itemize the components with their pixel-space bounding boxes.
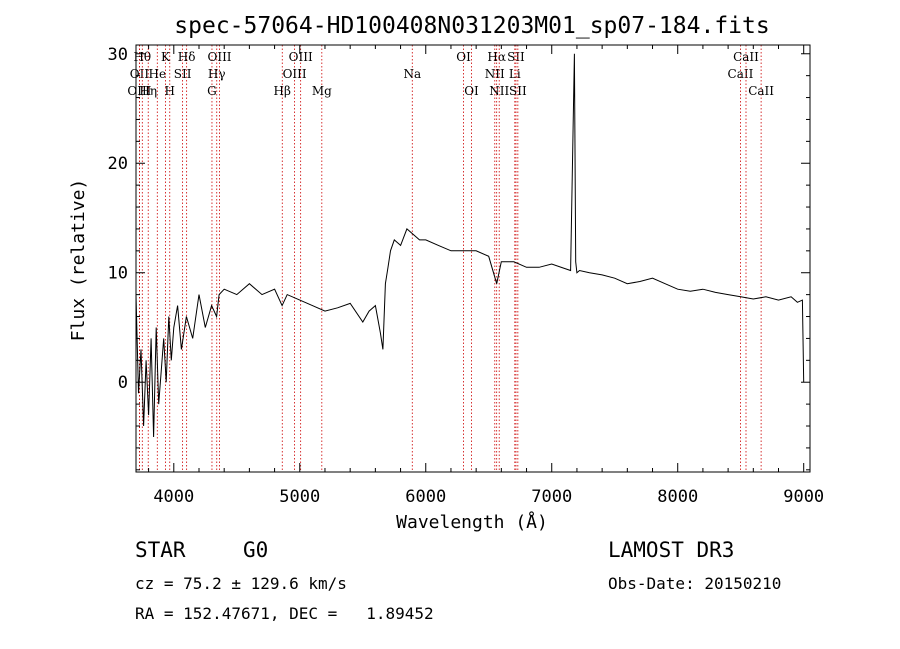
redshift-text: cz = 75.2 ± 129.6 km/s <box>135 574 347 593</box>
x-axis-label: Wavelength (Å) <box>396 511 548 533</box>
spectral-line-label-4: He <box>149 67 167 81</box>
spectral-line-label-3: Hη <box>139 84 157 98</box>
spectral-line-label-22: Li <box>509 67 521 81</box>
y-tick-label-0: 0 <box>118 373 128 393</box>
x-tick-label-6000: 6000 <box>405 487 446 507</box>
spectral-line-label-20: Hα <box>487 50 506 64</box>
x-tick-label-8000: 8000 <box>657 487 698 507</box>
y-axis-label: Flux (relative) <box>68 179 89 342</box>
x-tick-label-4000: 4000 <box>153 487 194 507</box>
x-axis-ticks: 4000 5000 6000 7000 8000 9000 <box>148 45 824 507</box>
spectral-line-label-12: Hβ <box>274 84 291 98</box>
spectrum-chart: spec-57064-HD100408N031203M01_sp07-184.f… <box>68 13 824 533</box>
flux-series-line <box>135 53 805 438</box>
spectral-line-markers: OIIOIIIHθHηHeKHSIIHδGHγOIIIHβOIIIOIIIMgN… <box>127 45 774 472</box>
y-axis-ticks: 0 10 20 30 <box>108 45 810 471</box>
spectral-line-label-10: Hγ <box>208 67 226 81</box>
spectral-line-label-11: OIII <box>207 50 231 64</box>
chart-title: spec-57064-HD100408N031203M01_sp07-184.f… <box>174 13 769 39</box>
object-class: STAR <box>135 538 186 562</box>
spectral-line-label-19: NII <box>485 67 505 81</box>
spectral-line-label-23: SII <box>507 50 525 64</box>
object-subclass: G0 <box>243 538 269 562</box>
spectral-line-label-1: OIII <box>127 84 151 98</box>
spectral-line-label-16: Na <box>403 67 421 81</box>
spectral-line-label-25: CaII <box>728 67 754 81</box>
plot-frame <box>135 44 811 473</box>
spectral-line-label-8: Hδ <box>178 50 196 64</box>
spectral-line-label-17: OI <box>456 50 471 64</box>
spectral-line-label-14: OIII <box>289 50 313 64</box>
spectral-line-label-13: OIII <box>283 67 307 81</box>
x-tick-label-5000: 5000 <box>279 487 320 507</box>
spectral-line-label-26: CaII <box>733 50 759 64</box>
spectral-line-label-7: SII <box>174 67 192 81</box>
spectral-line-label-9: G <box>207 84 217 98</box>
spectral-line-label-6: H <box>165 84 175 98</box>
spectral-line-label-5: K <box>161 50 171 64</box>
y-tick-label-30: 30 <box>108 45 128 65</box>
spectral-line-label-18: OI <box>464 84 479 98</box>
y-tick-label-20: 20 <box>108 154 128 174</box>
y-tick-label-10: 10 <box>108 264 128 284</box>
spectral-line-label-24: SII <box>509 84 527 98</box>
x-tick-label-9000: 9000 <box>783 487 824 507</box>
survey-label: LAMOST DR3 <box>608 538 735 562</box>
spectral-line-label-21: NII <box>489 84 509 98</box>
coordinates-text: RA = 152.47671, DEC = 1.89452 <box>135 604 434 623</box>
spectral-line-label-27: CaII <box>748 84 774 98</box>
spectral-line-label-15: Mg <box>312 84 332 98</box>
obs-date-text: Obs-Date: 20150210 <box>608 574 782 593</box>
x-tick-label-7000: 7000 <box>531 487 572 507</box>
